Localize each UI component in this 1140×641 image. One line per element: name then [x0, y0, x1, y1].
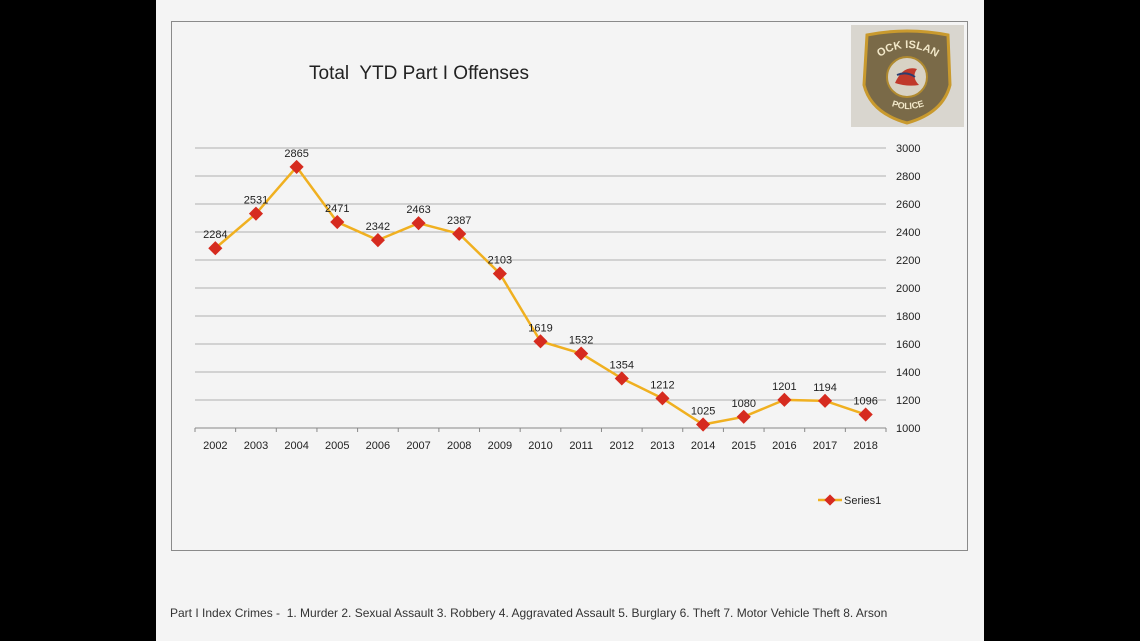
- data-label: 2463: [406, 204, 430, 216]
- x-tick-label: 2004: [284, 440, 308, 452]
- data-label: 2865: [284, 148, 308, 160]
- data-label: 1212: [650, 379, 674, 391]
- data-label: 2471: [325, 203, 349, 215]
- x-tick-label: 2009: [488, 440, 512, 452]
- data-point: [248, 206, 264, 221]
- data-label: 1194: [813, 382, 837, 394]
- x-tick-label: 2006: [366, 440, 390, 452]
- data-point: [655, 391, 670, 406]
- data-point: [696, 417, 711, 432]
- y-tick-label: 3000: [896, 143, 920, 155]
- x-tick-label: 2017: [813, 440, 837, 452]
- data-label: 2531: [244, 195, 268, 207]
- data-label: 1096: [853, 396, 877, 408]
- y-tick-label: 2600: [896, 199, 920, 211]
- x-tick-label: 2011: [569, 440, 593, 452]
- data-point: [533, 334, 548, 349]
- police-badge-logo: ROCK ISLAND POLICE: [851, 25, 964, 127]
- data-point: [858, 407, 873, 422]
- legend-marker: [824, 494, 836, 506]
- x-tick-label: 2013: [650, 440, 674, 452]
- y-tick-label: 1000: [896, 423, 920, 435]
- data-point: [614, 371, 629, 386]
- chart-title: Total YTD Part I Offenses: [309, 63, 530, 84]
- x-tick-label: 2008: [447, 440, 471, 452]
- x-tick-label: 2007: [406, 440, 430, 452]
- y-tick-label: 1800: [896, 311, 920, 323]
- x-tick-label: 2002: [203, 440, 227, 452]
- data-label: 2342: [366, 221, 390, 233]
- data-point: [736, 409, 751, 424]
- data-label: 1080: [731, 398, 755, 410]
- data-point: [817, 393, 833, 408]
- data-label: 2103: [488, 255, 512, 267]
- x-tick-label: 2010: [528, 440, 552, 452]
- svg-text:POLICE: POLICE: [891, 98, 925, 111]
- data-label: 2284: [203, 229, 227, 241]
- data-label: 1025: [691, 406, 715, 418]
- logo-bottom-text: POLICE: [891, 98, 925, 111]
- data-label: 1532: [569, 335, 593, 347]
- legend-label: Series1: [844, 495, 881, 507]
- data-point: [492, 266, 507, 281]
- data-point: [574, 346, 589, 361]
- y-tick-label: 2800: [896, 171, 920, 183]
- data-label: 1201: [772, 381, 796, 393]
- y-tick-label: 2000: [896, 283, 920, 295]
- series-line: [214, 164, 867, 426]
- data-label: 1619: [528, 322, 552, 334]
- y-tick-label: 2400: [896, 227, 920, 239]
- paper-sheet: [156, 0, 984, 641]
- y-tick-label: 1200: [896, 395, 920, 407]
- chart-frame: [171, 21, 968, 551]
- data-point: [452, 226, 467, 241]
- y-tick-label: 1400: [896, 367, 920, 379]
- footer-note: Part I Index Crimes - 1. Murder 2. Sexua…: [170, 606, 888, 620]
- data-label: 2387: [447, 215, 471, 227]
- data-point: [370, 233, 385, 248]
- data-label: 1354: [610, 359, 634, 371]
- x-tick-label: 2015: [731, 440, 755, 452]
- y-tick-label: 1600: [896, 339, 920, 351]
- x-tick-label: 2014: [691, 440, 715, 452]
- data-point: [330, 214, 345, 230]
- x-tick-label: 2005: [325, 440, 349, 452]
- x-tick-label: 2016: [772, 440, 796, 452]
- data-point: [289, 159, 304, 174]
- x-tick-label: 2012: [610, 440, 634, 452]
- x-tick-label: 2003: [244, 440, 268, 452]
- x-tick-label: 2018: [853, 440, 877, 452]
- data-point: [777, 392, 792, 407]
- y-tick-label: 2200: [896, 255, 920, 267]
- data-point: [411, 216, 426, 231]
- data-point: [208, 241, 223, 256]
